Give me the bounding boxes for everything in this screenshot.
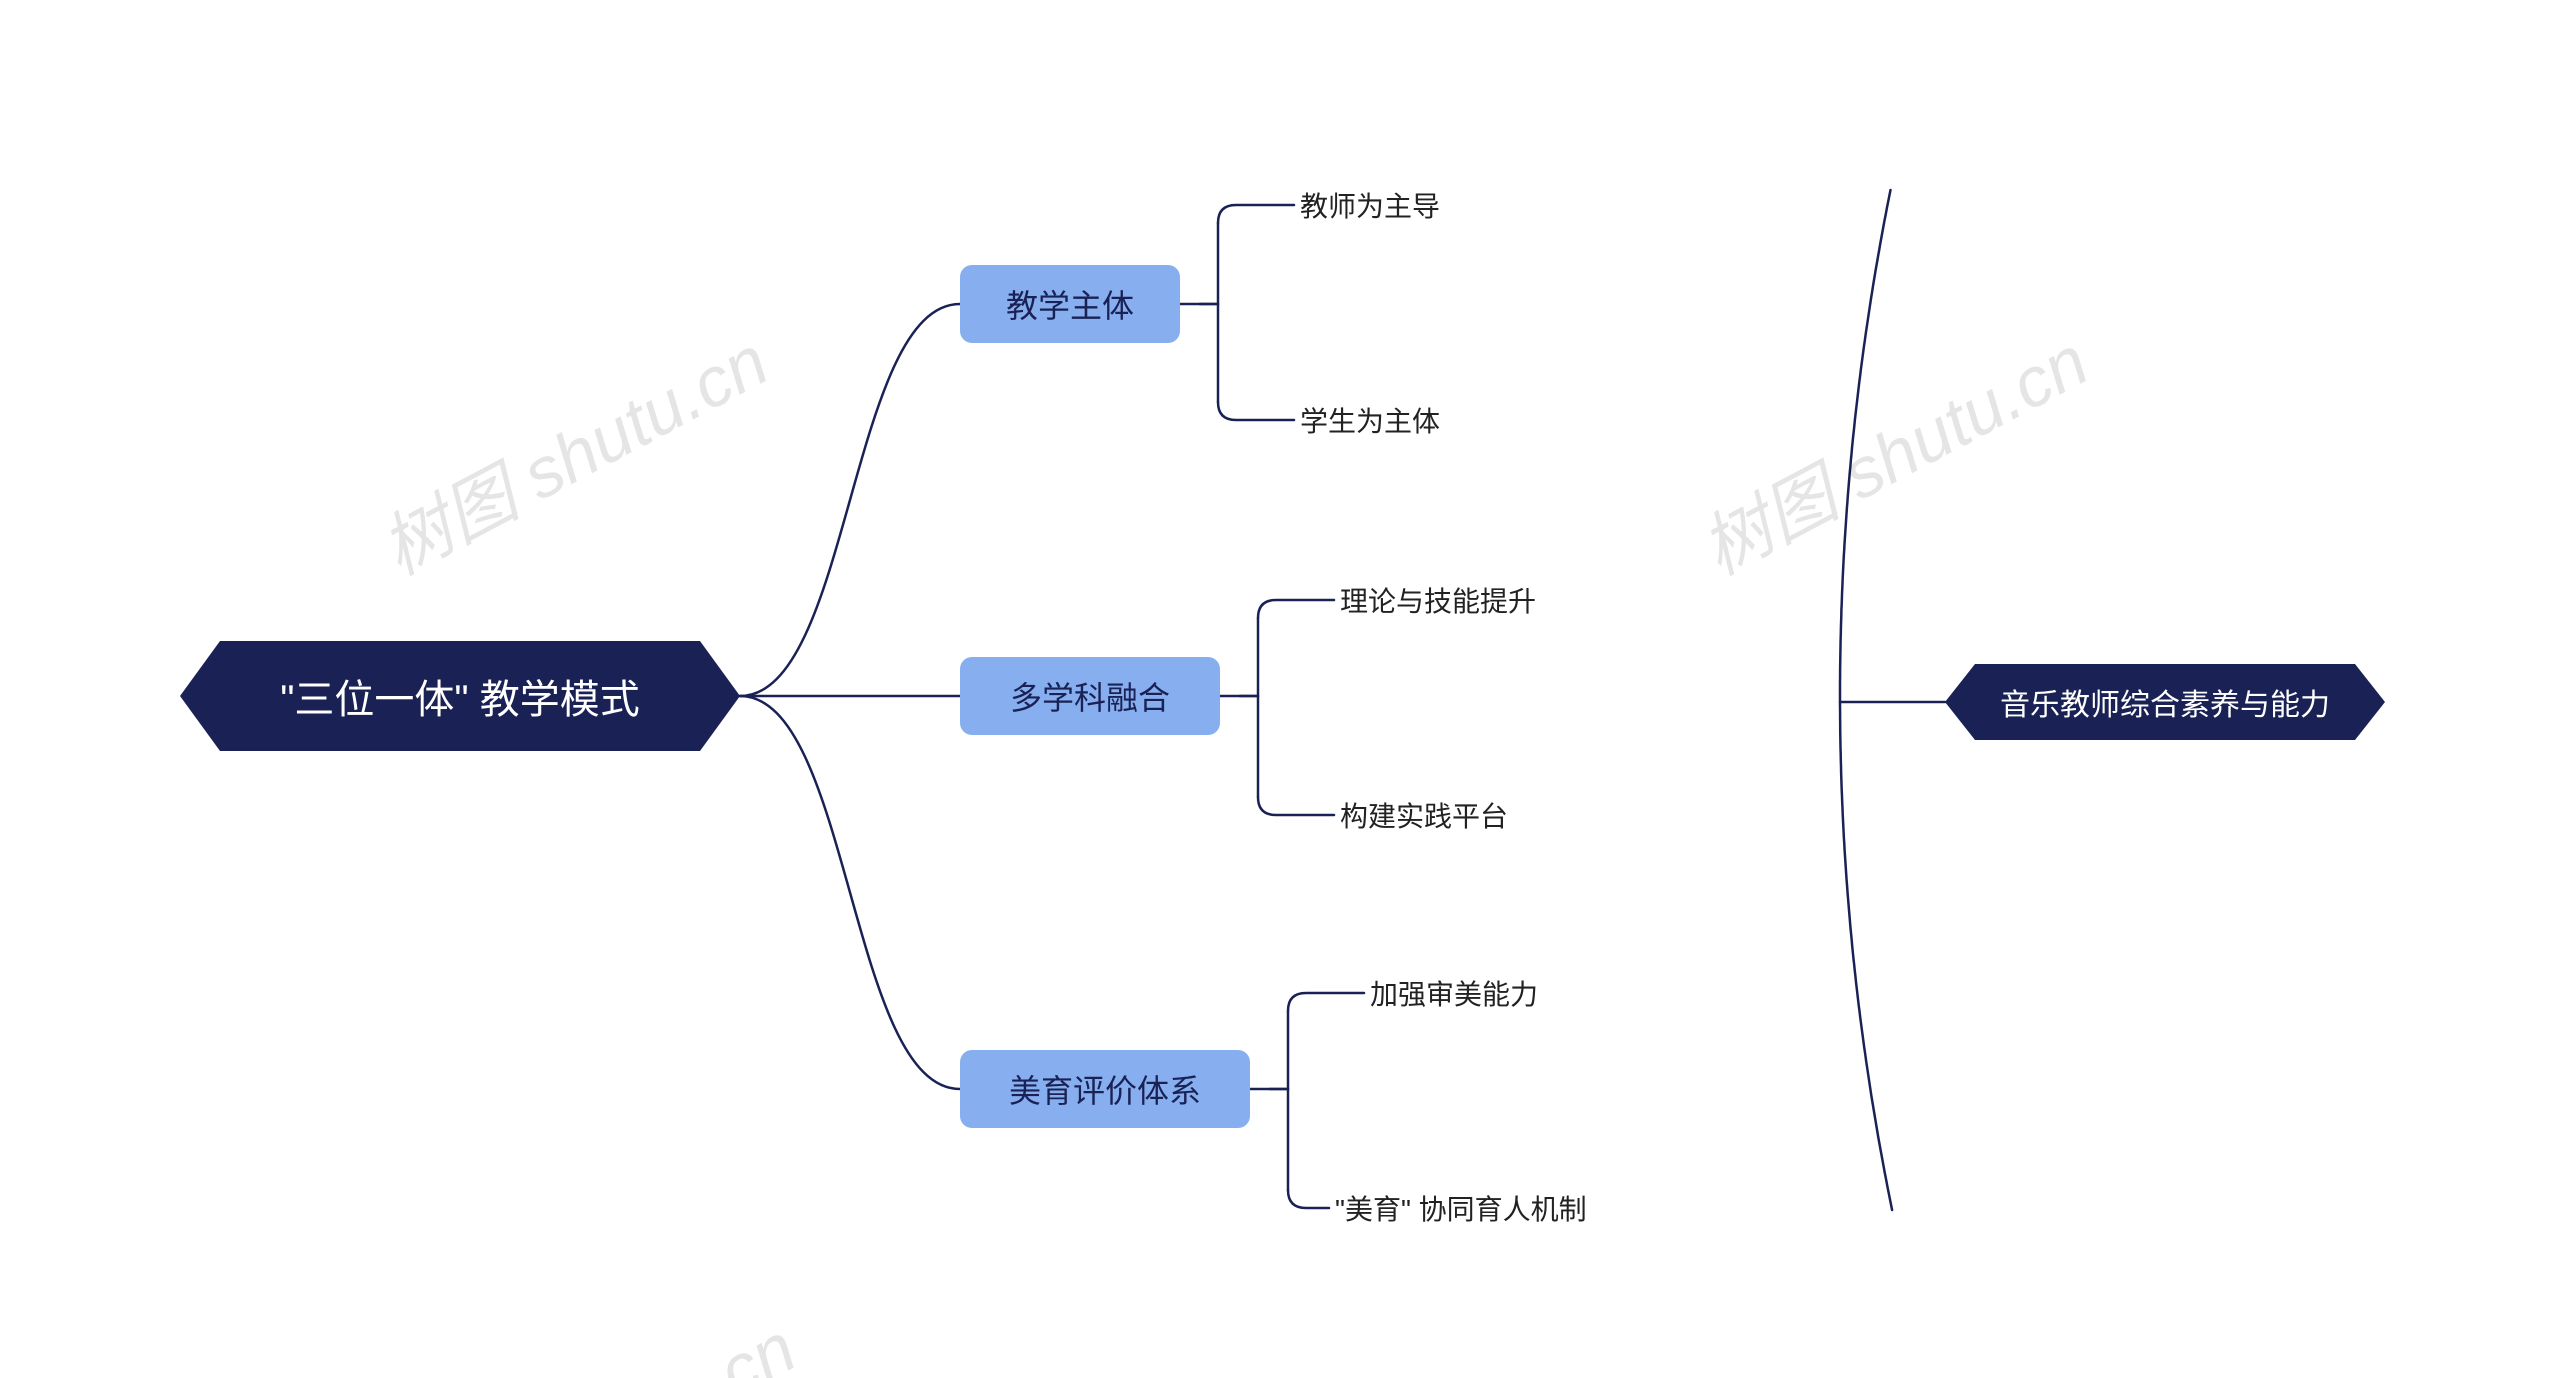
leaf-1-0-label: 理论与技能提升 [1340, 580, 1536, 620]
goal-label: 音乐教师综合素养与能力 [2000, 680, 2330, 724]
watermark-3: cn [706, 1307, 809, 1378]
branch-node-1: 多学科融合 [960, 657, 1220, 735]
leaf-0-0-label: 教师为主导 [1300, 185, 1440, 225]
goal-node: 音乐教师综合素养与能力 [1945, 664, 2385, 740]
leaf-1-1-label: 构建实践平台 [1340, 795, 1508, 835]
leaf-node-1-1: 构建实践平台 [1340, 790, 1680, 840]
branch-1-label: 多学科融合 [1010, 673, 1170, 719]
leaf-0-1-label: 学生为主体 [1300, 400, 1440, 440]
watermark-1: 树图 shutu.cn [361, 306, 783, 594]
branch-2-label: 美育评价体系 [1009, 1066, 1201, 1112]
branch-0-label: 教学主体 [1006, 281, 1134, 327]
root-node: "三位一体" 教学模式 [180, 641, 740, 751]
leaf-2-1-label: "美育" 协同育人机制 [1335, 1188, 1587, 1228]
watermark-2: 树图 shutu.cn [1681, 306, 2103, 594]
leaf-node-2-1: "美育" 协同育人机制 [1335, 1183, 1755, 1233]
leaf-2-0-label: 加强审美能力 [1370, 973, 1538, 1013]
leaf-node-0-0: 教师为主导 [1300, 180, 1600, 230]
branch-node-2: 美育评价体系 [960, 1050, 1250, 1128]
branch-node-0: 教学主体 [960, 265, 1180, 343]
leaf-node-0-1: 学生为主体 [1300, 395, 1600, 445]
leaf-node-2-0: 加强审美能力 [1370, 968, 1710, 1018]
root-label: "三位一体" 教学模式 [280, 667, 640, 725]
leaf-node-1-0: 理论与技能提升 [1340, 575, 1680, 625]
